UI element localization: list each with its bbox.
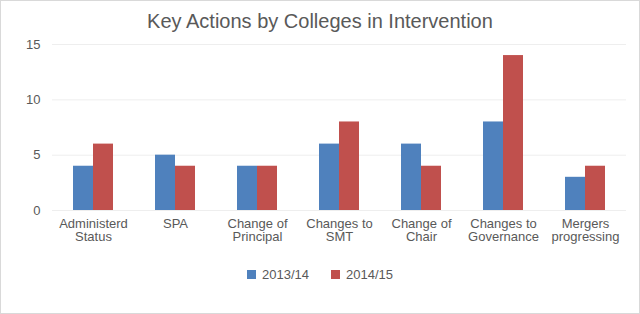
svg-text:SPA: SPA: [163, 216, 188, 231]
svg-text:Change ofPrincipal: Change ofPrincipal: [228, 216, 288, 244]
svg-text:Mergersprogressing: Mergersprogressing: [552, 216, 620, 244]
svg-text:10: 10: [26, 92, 40, 107]
svg-text:Change ofChair: Change ofChair: [392, 216, 452, 244]
svg-text:5: 5: [33, 147, 40, 162]
svg-text:AdministerdStatus: AdministerdStatus: [59, 216, 128, 244]
html-text:Key Actions by Colleges in Int: Key Actions by Colleges in Intervention: [147, 10, 493, 32]
html-text:2013/14: 2013/14: [262, 267, 309, 282]
html-text:2014/15: 2014/15: [346, 267, 393, 282]
svg-text:0: 0: [33, 203, 40, 218]
svg-text:Changes toSMT: Changes toSMT: [306, 216, 373, 244]
svg-text:15: 15: [26, 37, 40, 52]
svg-text:Changes toGovernance: Changes toGovernance: [468, 216, 539, 244]
